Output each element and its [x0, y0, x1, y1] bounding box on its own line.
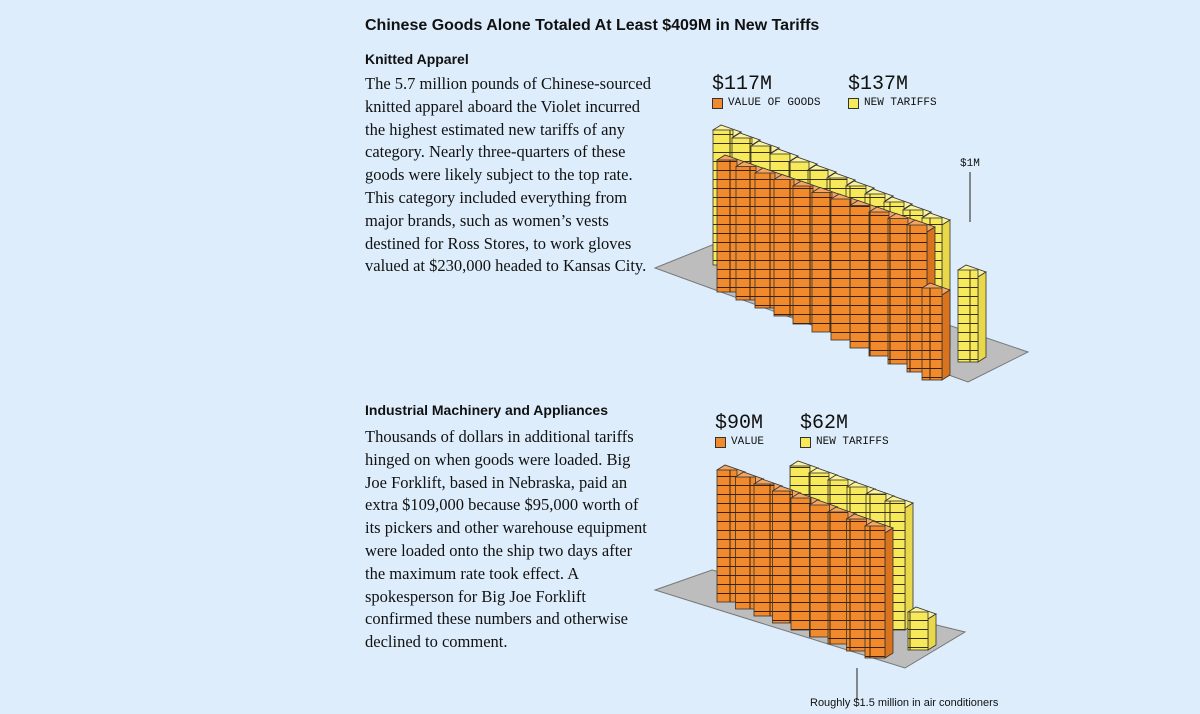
body-text: The 5.7 million pounds of Chinese-source… [365, 74, 651, 276]
section-heading: Industrial Machinery and Appliances [365, 402, 608, 418]
block-stack [849, 205, 871, 349]
block-stack [716, 469, 738, 603]
block-stack [941, 289, 951, 381]
block-stack [921, 287, 943, 381]
title: Chinese Goods Alone Totaled At Least $40… [365, 17, 820, 34]
legend-item: NEW TARIFFS [800, 436, 889, 448]
legend-label: NEW TARIFFS [816, 436, 889, 448]
block-stack [772, 490, 793, 624]
block-stack [864, 525, 886, 659]
block-stack [830, 198, 852, 341]
block-stack [753, 483, 775, 617]
block-stack [790, 497, 812, 631]
legend-label: VALUE OF GOODS [728, 97, 821, 109]
annotation: Roughly $1.5 million in air conditioners [810, 697, 999, 709]
legend-label: VALUE [731, 436, 765, 448]
legend-amount: $62M [800, 412, 849, 435]
legend-item: NEW TARIFFS [848, 97, 937, 109]
body-text: Thousands of dollars in additional tarif… [365, 427, 647, 652]
legend-item: VALUE OF GOODS [712, 97, 820, 109]
block-stack [868, 211, 890, 357]
legend-label: NEW TARIFFS [864, 97, 937, 109]
section-heading: Knitted Apparel [365, 51, 469, 67]
block-stack [773, 179, 795, 317]
block-stack [809, 504, 830, 638]
block-stack [792, 185, 814, 325]
block-stack [811, 192, 833, 333]
legend-item: VALUE [715, 436, 764, 448]
annotation: $1M [960, 158, 980, 170]
block-stack [884, 527, 894, 659]
block-stack [735, 476, 756, 610]
block-stack [977, 271, 987, 363]
block-stack [927, 613, 937, 651]
block-stack [957, 269, 979, 363]
block-stack [846, 518, 867, 652]
block-stack [887, 218, 909, 365]
legend-amount: $90M [715, 412, 764, 435]
block-stack [907, 611, 929, 651]
legend-amount: $117M [712, 73, 773, 96]
block-stack [735, 166, 757, 301]
block-stack [716, 159, 738, 293]
legend-amount: $137M [848, 73, 909, 96]
block-stack [827, 511, 849, 645]
block-stack [754, 172, 776, 309]
